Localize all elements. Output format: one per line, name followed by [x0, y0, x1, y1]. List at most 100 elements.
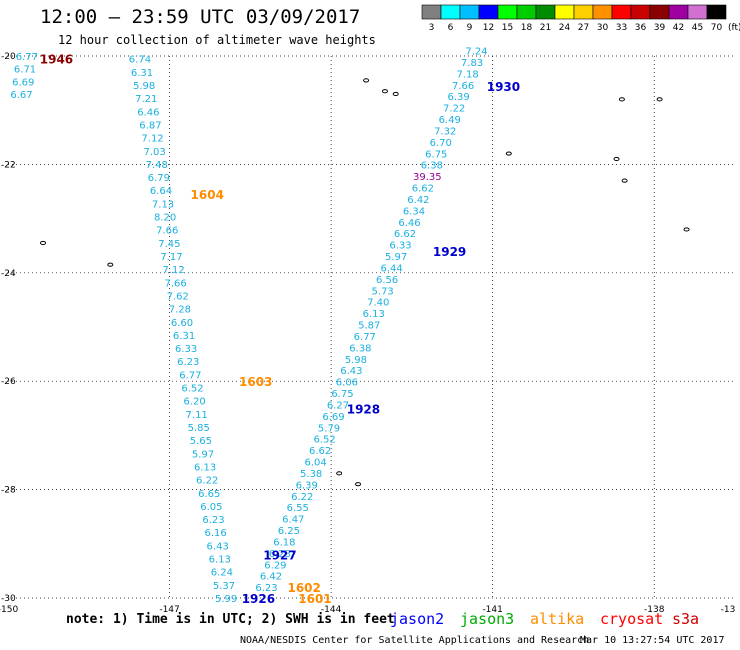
island-outlines	[40, 78, 690, 487]
wave-height-value: 6.46	[398, 218, 420, 229]
wave-height-value: 6.62	[309, 446, 331, 457]
wave-height-value: 5.97	[192, 449, 214, 460]
colorbar-tick-label: 39	[654, 23, 666, 33]
lat-tick-label: -30	[1, 594, 16, 604]
wave-height-value: 7.66	[452, 81, 474, 92]
wave-height-value: 7.21	[135, 94, 157, 105]
colorbar-tick-label: 12	[483, 23, 494, 33]
colorbar-swatch	[687, 4, 708, 20]
wave-height-value: 6.56	[376, 275, 398, 286]
island-outline	[613, 156, 620, 162]
pass-time-label: 1603	[239, 375, 272, 389]
island-outline	[656, 97, 663, 102]
axis-tick-labels: -150 -147 -144 -141 -138 -13 -20 -22 -24 -26 -28 -3…	[0, 52, 735, 615]
colorbar-swatch	[478, 4, 499, 20]
altimeter-tracks: 6.776.716.696.676.746.315.987.216.466.87…	[10, 47, 487, 605]
wave-height-value: 7.17	[160, 252, 182, 263]
lat-tick-label: -28	[1, 486, 16, 496]
wave-height-value: 7.28	[169, 305, 191, 316]
wave-height-value: 7.32	[434, 126, 456, 137]
wave-height-value: 5.85	[188, 423, 210, 434]
colorbar-tick-label: 33	[616, 23, 627, 33]
colorbar-swatch	[516, 4, 537, 20]
wave-height-value: 6.70	[430, 138, 452, 149]
wave-height-value: 6.27	[327, 400, 349, 411]
credit-line: NOAA/NESDIS Center for Satellite Applica…	[240, 635, 590, 646]
island-outline	[355, 482, 362, 487]
wave-height-value: 6.67	[10, 90, 32, 101]
pass-time-label: 1930	[487, 80, 520, 94]
lon-tick-label: -138	[644, 605, 665, 615]
wave-height-value: 6.62	[412, 184, 434, 195]
wave-height-value: 7.22	[443, 104, 465, 115]
wave-height-value: 6.05	[200, 502, 222, 513]
satellite-legend-cryosat: cryosat	[600, 610, 664, 628]
wave-height-value: 7.66	[165, 278, 187, 289]
wave-height-value: 6.62	[394, 229, 416, 240]
wave-height-value: 6.24	[211, 568, 233, 579]
colorbar-swatch	[668, 4, 689, 20]
satellite-legend-altika: altika	[530, 610, 585, 628]
wave-height-value: 6.38	[421, 161, 443, 172]
wave-height-value: 5.65	[190, 436, 212, 447]
colorbar-swatch	[440, 4, 461, 20]
colorbar-tick-label: 42	[673, 23, 684, 33]
lon-tick-label: -141	[482, 605, 502, 615]
colorbar-tick-label: 27	[578, 23, 589, 33]
wave-height-value: 6.75	[331, 389, 353, 400]
wave-height-value: 6.22	[196, 476, 218, 487]
island-outline	[336, 471, 343, 476]
colorbar-tick-label: 3	[429, 23, 435, 33]
island-outline	[505, 151, 512, 156]
wave-height-value: 6.42	[407, 195, 429, 206]
wave-height-value: 7.40	[367, 298, 389, 309]
colorbar-tick-label: 36	[635, 23, 647, 33]
island-outline	[107, 262, 114, 267]
island-outline	[363, 78, 370, 83]
wave-height-value: 5.99	[215, 594, 237, 605]
wave-height-value: 6.23	[202, 515, 224, 526]
wave-height-value: 5.98	[133, 81, 155, 92]
wave-height-value: 6.87	[139, 120, 161, 131]
wave-height-value: 6.18	[273, 537, 295, 548]
wave-height-value: 5.97	[385, 252, 407, 263]
wave-height-value: 6.47	[282, 515, 304, 526]
wave-height-value: 6.55	[287, 503, 309, 514]
colorbar-tick-label: 18	[521, 23, 533, 33]
colorbar-tick-label: 6	[448, 23, 454, 33]
wave-height-value: 5.38	[300, 469, 322, 480]
wave-height-value: 6.64	[150, 186, 172, 197]
wave-height-value: 5.79	[318, 423, 340, 434]
island-outline	[392, 91, 399, 97]
wave-height-value: 6.46	[137, 107, 159, 118]
wave-height-value: 6.77	[354, 332, 376, 343]
wave-height-value: 6.43	[340, 366, 362, 377]
wave-height-value: 6.71	[14, 65, 36, 76]
lat-tick-label: -24	[1, 269, 16, 279]
lat-tick-label: -22	[1, 160, 16, 170]
wave-height-value: 6.42	[260, 572, 282, 583]
colorbar-tick-label: 30	[597, 23, 609, 33]
lon-tick-label: -13	[721, 605, 736, 615]
colorbar-swatch	[554, 4, 575, 20]
wave-height-value: 6.77	[179, 370, 201, 381]
colorbar-swatch	[706, 4, 727, 20]
pass-time-label: 1604	[191, 188, 224, 202]
wave-height-value: 7.83	[461, 58, 483, 69]
lon-tick-label: -150	[0, 605, 18, 615]
colorbar-swatch	[535, 4, 556, 20]
wave-height-value: 6.77	[16, 52, 38, 63]
wave-height-value: 7.12	[162, 265, 184, 276]
wave-height-value: 6.69	[322, 412, 344, 423]
lat-tick-label: -26	[1, 377, 16, 387]
wave-height-value: 6.23	[269, 549, 291, 560]
wave-height-value: 5.73	[372, 286, 394, 297]
satellite-legend-jason2: jason2	[390, 610, 445, 628]
wave-height-value: 6.49	[439, 115, 461, 126]
wave-height-value: 5.98	[345, 355, 367, 366]
wave-height-value: 6.75	[425, 149, 447, 160]
pass-time-label: 1601	[298, 592, 331, 606]
colorbar-tick-label: 21	[540, 23, 551, 33]
